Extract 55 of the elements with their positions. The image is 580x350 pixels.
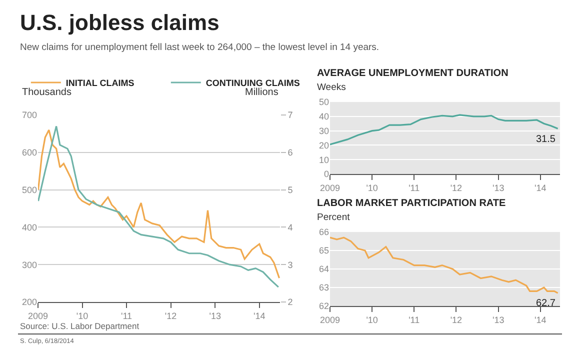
x-tick-label: '10 — [366, 182, 378, 193]
y-tick-label: 50 — [318, 97, 329, 108]
source-note: Source: U.S. Labor Department — [20, 321, 140, 331]
y-tick-label: 63 — [318, 282, 329, 293]
x-tick-label: '12 — [450, 182, 462, 193]
y-tick-label: 200 — [22, 297, 37, 308]
y-tick-label: 0 — [324, 169, 329, 180]
y-axis-title: Thousands — [22, 87, 72, 98]
y-tick-label: 65 — [318, 246, 329, 256]
y-tick-label: 30 — [318, 126, 329, 136]
annotation: 31.5 — [536, 134, 556, 145]
y-tick-label: 66 — [318, 227, 329, 238]
chart-title: U.S. jobless claims — [20, 10, 220, 35]
y-tick-label: 40 — [318, 112, 329, 122]
y2-tick-label: 7 — [288, 110, 293, 120]
y-tick-label: 10 — [318, 154, 329, 165]
chart-title: LABOR MARKET PARTICIPATION RATE — [317, 198, 506, 209]
y-tick-label: 20 — [318, 140, 329, 150]
x-tick-label: '14 — [534, 314, 546, 325]
y-axis-title: Weeks — [317, 82, 346, 93]
legend-label: INITIAL CLAIMS — [66, 78, 134, 88]
y-tick-label: 62 — [318, 301, 329, 312]
chart-subtitle: New claims for unemployment fell last week to 264,000 – the lowest level in 14 years. — [20, 42, 380, 53]
x-tick-label: '11 — [408, 182, 420, 193]
y2-axis-title: Millions — [245, 87, 278, 98]
y2-tick-label: 3 — [288, 260, 293, 270]
x-tick-label: '13 — [492, 314, 504, 325]
y-tick-label: 600 — [22, 148, 37, 158]
y2-tick-label: 6 — [288, 148, 293, 158]
line-series — [330, 236, 559, 294]
x-tick-label: '12 — [164, 310, 177, 321]
y2-tick-label: 2 — [288, 297, 293, 308]
y-tick-label: 500 — [22, 184, 37, 195]
x-tick-label: '10 — [366, 314, 378, 325]
x-tick-label: 2009 — [320, 182, 340, 193]
x-tick-label: '14 — [534, 182, 546, 193]
x-tick-label: 2009 — [28, 310, 48, 321]
chart-title: AVERAGE UNEMPLOYMENT DURATION — [317, 68, 508, 79]
y-axis-title: Percent — [317, 212, 350, 223]
y-tick-label: 700 — [22, 110, 37, 120]
y-tick-label: 300 — [22, 260, 37, 270]
x-tick-label: '11 — [120, 310, 132, 321]
x-tick-label: '13 — [492, 182, 504, 193]
x-tick-label: '10 — [76, 310, 88, 321]
x-tick-label: '14 — [254, 310, 266, 321]
x-tick-label: 2009 — [320, 314, 340, 325]
x-tick-label: '12 — [450, 314, 462, 325]
y-tick-label: 400 — [22, 222, 37, 232]
line-series — [330, 114, 559, 146]
x-tick-label: '13 — [209, 310, 222, 321]
y2-tick-label: 5 — [288, 184, 293, 195]
x-tick-label: '11 — [408, 314, 420, 325]
y2-tick-label: 4 — [288, 222, 293, 232]
legend-label: CONTINUING CLAIMS — [206, 78, 300, 88]
y-tick-label: 64 — [318, 264, 329, 274]
